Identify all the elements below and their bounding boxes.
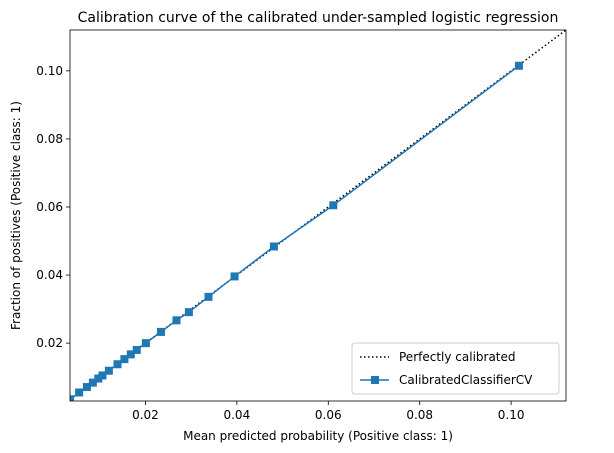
calibration-point	[132, 345, 141, 354]
x-tick-label: 0.02	[132, 408, 159, 422]
calibration-point	[82, 383, 91, 392]
x-tick-label: 0.10	[498, 408, 525, 422]
y-tick-label: 0.02	[36, 336, 63, 350]
calibration-point	[70, 395, 74, 401]
x-tick-label: 0.04	[223, 408, 250, 422]
plot-frame	[69, 29, 567, 402]
x-tick-label: 0.06	[315, 408, 342, 422]
legend-marker-calibrated	[371, 376, 379, 384]
calibration-point	[204, 292, 213, 301]
x-tick-label: 0.08	[406, 408, 433, 422]
calibration-point	[104, 366, 113, 375]
y-axis-ticks: 0.02 0.04 0.06 0.08 0.10	[36, 64, 70, 350]
y-axis-label: Fraction of positives (Positive class: 1…	[9, 101, 23, 330]
y-tick-label: 0.06	[36, 200, 63, 214]
y-tick-label: 0.04	[36, 268, 63, 282]
calibration-point	[514, 61, 523, 70]
x-axis-label: Mean predicted probability (Positive cla…	[183, 429, 453, 443]
calibration-point	[88, 378, 97, 387]
legend-label-calibrated: CalibratedClassifierCV	[399, 373, 533, 387]
calibration-point	[75, 388, 84, 397]
chart-title: Calibration curve of the calibrated unde…	[78, 10, 559, 26]
calibration-point	[184, 308, 193, 317]
legend-label-perfect: Perfectly calibrated	[399, 350, 516, 364]
x-axis-ticks: 0.02 0.04 0.06 0.08 0.10	[132, 401, 525, 422]
calibration-point	[156, 327, 165, 336]
calibration-point	[230, 272, 239, 281]
calibration-point	[126, 350, 135, 359]
legend: Perfectly calibrated CalibratedClassifie…	[351, 342, 560, 395]
calibration-point	[141, 339, 150, 348]
y-tick-label: 0.08	[36, 132, 63, 146]
calibration-point	[113, 360, 122, 369]
calibration-point	[94, 374, 103, 383]
series-layer	[70, 30, 566, 401]
calibration-point	[329, 201, 338, 210]
calibration-point	[120, 355, 129, 364]
calibration-point	[172, 316, 181, 325]
y-tick-label: 0.10	[36, 64, 63, 78]
calibration-point	[98, 371, 107, 380]
legend-box	[351, 342, 560, 395]
calibration-point	[269, 242, 278, 251]
